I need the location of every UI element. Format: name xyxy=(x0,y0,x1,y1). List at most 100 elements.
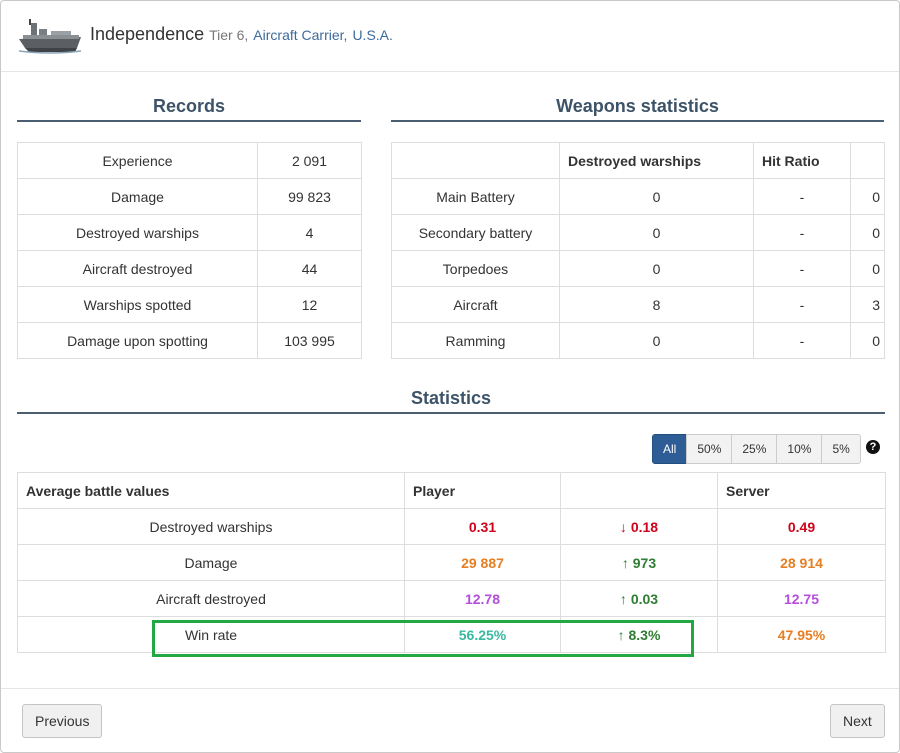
stat-server-value: 47.95% xyxy=(717,616,886,653)
table-row: Aircraft destroyed 12.78 ↑ 0.03 12.75 xyxy=(17,580,886,617)
weapon-extra: 3 xyxy=(850,286,885,323)
stat-diff-value: 0.18 xyxy=(630,518,659,535)
weapons-header-destroyed: Destroyed warships xyxy=(559,142,754,179)
percentile-filter: All 50% 25% 10% 5% xyxy=(652,434,861,464)
table-header-row: Average battle values Player Server xyxy=(17,472,886,509)
stats-header-server: Server xyxy=(717,472,886,509)
weapon-destroyed: 0 xyxy=(559,214,754,251)
stat-server-value: 0.49 xyxy=(717,508,886,545)
records-divider xyxy=(17,120,361,122)
record-value: 4 xyxy=(257,214,362,251)
table-row: Main Battery 0 - 0 xyxy=(391,178,885,215)
ship-title: Independence Tier 6, Aircraft Carrier, U… xyxy=(90,24,393,45)
statistics-divider xyxy=(17,412,885,414)
weapon-hit-ratio: - xyxy=(753,250,851,287)
record-value: 103 995 xyxy=(257,322,362,359)
filter-all-button[interactable]: All xyxy=(652,434,688,464)
filter-5-button[interactable]: 5% xyxy=(821,434,861,464)
stat-server-value: 28 914 xyxy=(717,544,886,581)
table-row: Torpedoes 0 - 0 xyxy=(391,250,885,287)
weapon-hit-ratio: - xyxy=(753,178,851,215)
arrow-up-icon: ↑ xyxy=(621,554,629,571)
statistics-table: Average battle values Player Server Dest… xyxy=(17,472,886,653)
arrow-up-icon: ↑ xyxy=(617,626,625,643)
weapons-divider xyxy=(391,120,884,122)
ship-class-link[interactable]: Aircraft Carrier, xyxy=(253,27,348,43)
table-row: Experience 2 091 xyxy=(17,142,362,179)
record-value: 12 xyxy=(257,286,362,323)
weapon-name: Main Battery xyxy=(391,178,560,215)
record-label: Aircraft destroyed xyxy=(17,250,258,287)
table-row: Destroyed warships 0.31 ↓ 0.18 0.49 xyxy=(17,508,886,545)
table-row: Aircraft destroyed 44 xyxy=(17,250,362,287)
table-row: Secondary battery 0 - 0 xyxy=(391,214,885,251)
table-header-row: Destroyed warships Hit Ratio xyxy=(391,142,885,179)
weapon-hit-ratio: - xyxy=(753,286,851,323)
stat-player-value: 29 887 xyxy=(404,544,561,581)
stat-diff-value: 8.3% xyxy=(628,626,661,643)
aircraft-carrier-icon xyxy=(18,19,82,54)
stat-diff: ↑ 0.03 xyxy=(560,580,718,617)
stat-label: Destroyed warships xyxy=(17,508,405,545)
modal-header: Independence Tier 6, Aircraft Carrier, U… xyxy=(1,1,899,72)
stat-label: Aircraft destroyed xyxy=(17,580,405,617)
record-label: Damage xyxy=(17,178,258,215)
weapons-title: Weapons statistics xyxy=(556,96,719,116)
record-label: Damage upon spotting xyxy=(17,322,258,359)
stats-header-player: Player xyxy=(404,472,561,509)
weapon-extra: 0 xyxy=(850,178,885,215)
record-value: 44 xyxy=(257,250,362,287)
ship-nation-link[interactable]: U.S.A. xyxy=(352,27,393,43)
weapon-extra: 0 xyxy=(850,322,885,359)
weapon-extra: 0 xyxy=(850,214,885,251)
stats-header-label: Average battle values xyxy=(17,472,405,509)
stat-diff: ↑ 973 xyxy=(560,544,718,581)
table-row: Damage 99 823 xyxy=(17,178,362,215)
table-row: Damage 29 887 ↑ 973 28 914 xyxy=(17,544,886,581)
table-row: Destroyed warships 4 xyxy=(17,214,362,251)
arrow-up-icon: ↑ xyxy=(619,590,627,607)
stats-header-diff xyxy=(560,472,718,509)
stat-diff: ↓ 0.18 xyxy=(560,508,718,545)
weapons-table: Destroyed warships Hit Ratio Main Batter… xyxy=(391,142,885,359)
arrow-down-icon: ↓ xyxy=(619,518,627,535)
question-circle-icon[interactable]: ? xyxy=(866,440,880,454)
records-title: Records xyxy=(152,96,226,116)
table-row: Warships spotted 12 xyxy=(17,286,362,323)
weapon-destroyed: 0 xyxy=(559,178,754,215)
ship-tier: Tier 6, xyxy=(209,27,249,43)
ship-name: Independence xyxy=(90,24,205,44)
records-table: Experience 2 091 Damage 99 823 Destroyed… xyxy=(17,142,362,359)
weapon-hit-ratio: - xyxy=(753,214,851,251)
weapon-name: Secondary battery xyxy=(391,214,560,251)
weapon-name: Aircraft xyxy=(391,286,560,323)
record-label: Experience xyxy=(17,142,258,179)
weapon-name: Torpedoes xyxy=(391,250,560,287)
win-rate-highlight-box xyxy=(152,620,694,657)
filter-50-button[interactable]: 50% xyxy=(686,434,733,464)
stat-player-value: 12.78 xyxy=(404,580,561,617)
modal-footer-divider xyxy=(1,688,899,689)
previous-button[interactable]: Previous xyxy=(22,704,103,738)
weapons-header-extra xyxy=(850,142,885,179)
weapons-header-weapon xyxy=(391,142,560,179)
weapon-extra: 0 xyxy=(850,250,885,287)
weapon-destroyed: 0 xyxy=(559,322,754,359)
stat-diff-value: 973 xyxy=(632,554,657,571)
filter-10-button[interactable]: 10% xyxy=(776,434,823,464)
record-value: 2 091 xyxy=(257,142,362,179)
record-value: 99 823 xyxy=(257,178,362,215)
weapon-hit-ratio: - xyxy=(753,322,851,359)
table-row: Damage upon spotting 103 995 xyxy=(17,322,362,359)
stat-diff-value: 0.03 xyxy=(630,590,659,607)
stat-label: Damage xyxy=(17,544,405,581)
statistics-title: Statistics xyxy=(410,388,492,408)
weapon-destroyed: 0 xyxy=(559,250,754,287)
record-label: Destroyed warships xyxy=(17,214,258,251)
filter-25-button[interactable]: 25% xyxy=(731,434,778,464)
weapon-name: Ramming xyxy=(391,322,560,359)
next-button[interactable]: Next xyxy=(830,704,885,738)
record-label: Warships spotted xyxy=(17,286,258,323)
table-row: Ramming 0 - 0 xyxy=(391,322,885,359)
